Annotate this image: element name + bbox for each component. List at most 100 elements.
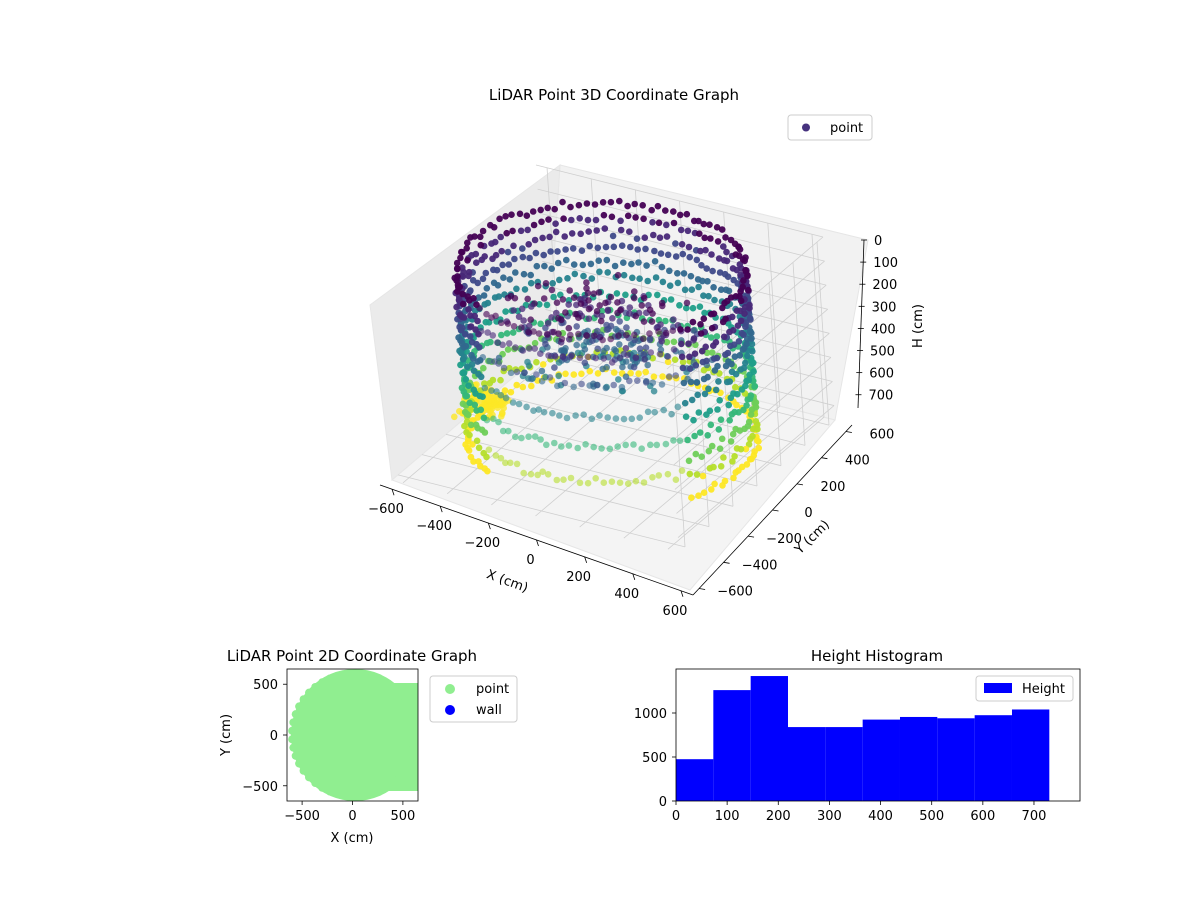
plot3d-gridline [542,260,830,334]
plot3d-point [632,354,640,361]
plot3d-point [672,476,680,484]
plot3d-point [685,457,693,465]
plot3d-point [659,373,666,380]
plot3d-point [683,210,691,218]
plot3d-point [573,323,580,330]
plot3d-point [451,413,458,421]
plot3d-xtick-label: −200 [464,536,500,551]
plot3d-point [594,370,602,377]
plot3d-point [715,255,723,262]
plot3d-point [505,261,513,268]
plot3d-point [674,403,682,411]
plot3d-point [624,480,632,488]
plot3d-point [687,272,695,280]
plot3d-point [743,377,750,385]
plot3d-point [507,388,515,396]
plot3d-point [469,277,477,284]
plot3d-point [498,247,506,255]
plot3d-point [523,212,531,219]
plot3d-point [749,425,757,433]
plot2d-point [375,676,384,685]
plot3d-point [456,408,463,415]
plot3d-point [537,320,544,328]
plot3d-point [694,391,701,399]
plot3d-point [747,411,755,418]
plot3d-point [530,407,537,415]
plot3d-point [592,216,600,224]
plot3d-point [702,246,709,254]
plot3d-point [459,300,467,308]
plot3d-point [598,445,605,452]
plot3d-point [526,322,533,330]
plot3d-point [488,387,495,395]
plot3d-point [538,218,545,226]
plot3d-point [594,381,601,389]
plot3d: LiDAR Point 3D Coordinate Graph −600 −400… [368,86,926,619]
plot2d-point [295,759,304,768]
plot3d-point [632,477,640,485]
plot3d-point [497,233,505,241]
plot3d-point [503,330,511,337]
plot3d-point [535,330,543,337]
plot3d-point [525,241,532,248]
plot3d-point [624,351,631,359]
histogram-axes-frame [675,668,1081,802]
plot3d-point [494,339,501,346]
plot3d-point [695,283,702,291]
plot3d-point [560,215,567,222]
plot3d-point [567,203,574,211]
plot3d-point [680,379,688,387]
plot2d-point [289,718,298,727]
plot3d-point [693,256,701,264]
plot3d-point [533,262,541,270]
plot3d-point [664,353,672,360]
plot3d-point [499,341,506,349]
plot3d-point [746,371,753,379]
plot3d-point [643,262,650,269]
plot3d-point [628,415,636,423]
plot3d-point [708,251,715,258]
plot3d-xtick [584,556,588,564]
plot3d-point [518,305,526,313]
plot2d-point [358,671,367,680]
plot3d-point [591,201,599,208]
plot3d-point [478,256,486,264]
plot3d-point [576,215,583,222]
plot3d-point [510,323,518,330]
plot3d-point [519,383,527,391]
plot3d-point [550,328,558,336]
plot3d-z-axis-line [857,239,865,409]
plot3d-point [616,318,623,325]
plot3d-xtick [680,590,684,597]
plot3d-point [739,346,747,353]
plot3d-point [562,370,569,378]
histogram-bar [787,727,826,801]
plot3d-point [634,246,641,253]
plot3d-point [744,272,751,280]
plot3d-point [504,248,512,256]
plot3d-point [586,382,593,389]
plot3d-point [638,302,646,309]
plot2d-xtick-label: 500 [390,809,415,824]
plot3d-point [552,228,560,236]
histogram-legend-label: Height [1022,682,1065,697]
plot3d-point [477,406,485,414]
plot3d-xtick-label: −600 [368,502,404,517]
plot3d-point [657,321,664,328]
plot2d-point [406,747,415,756]
plot3d-point [543,330,551,338]
plot3d-point [531,433,539,440]
plot3d-point [497,391,505,399]
plot3d-point [748,406,756,413]
plot3d-point [627,243,634,251]
plot2d-legend-marker-point [445,684,455,694]
histogram-ytick-label: 1000 [634,707,667,722]
plot3d-point [624,212,632,220]
plot3d-point [560,476,567,484]
plot3d-point [559,198,566,206]
plot3d-point [565,442,573,449]
plot3d-xtick [439,506,443,513]
plot3d-point [728,411,736,418]
plot3d-point [732,469,739,476]
plot3d-point [512,269,519,276]
